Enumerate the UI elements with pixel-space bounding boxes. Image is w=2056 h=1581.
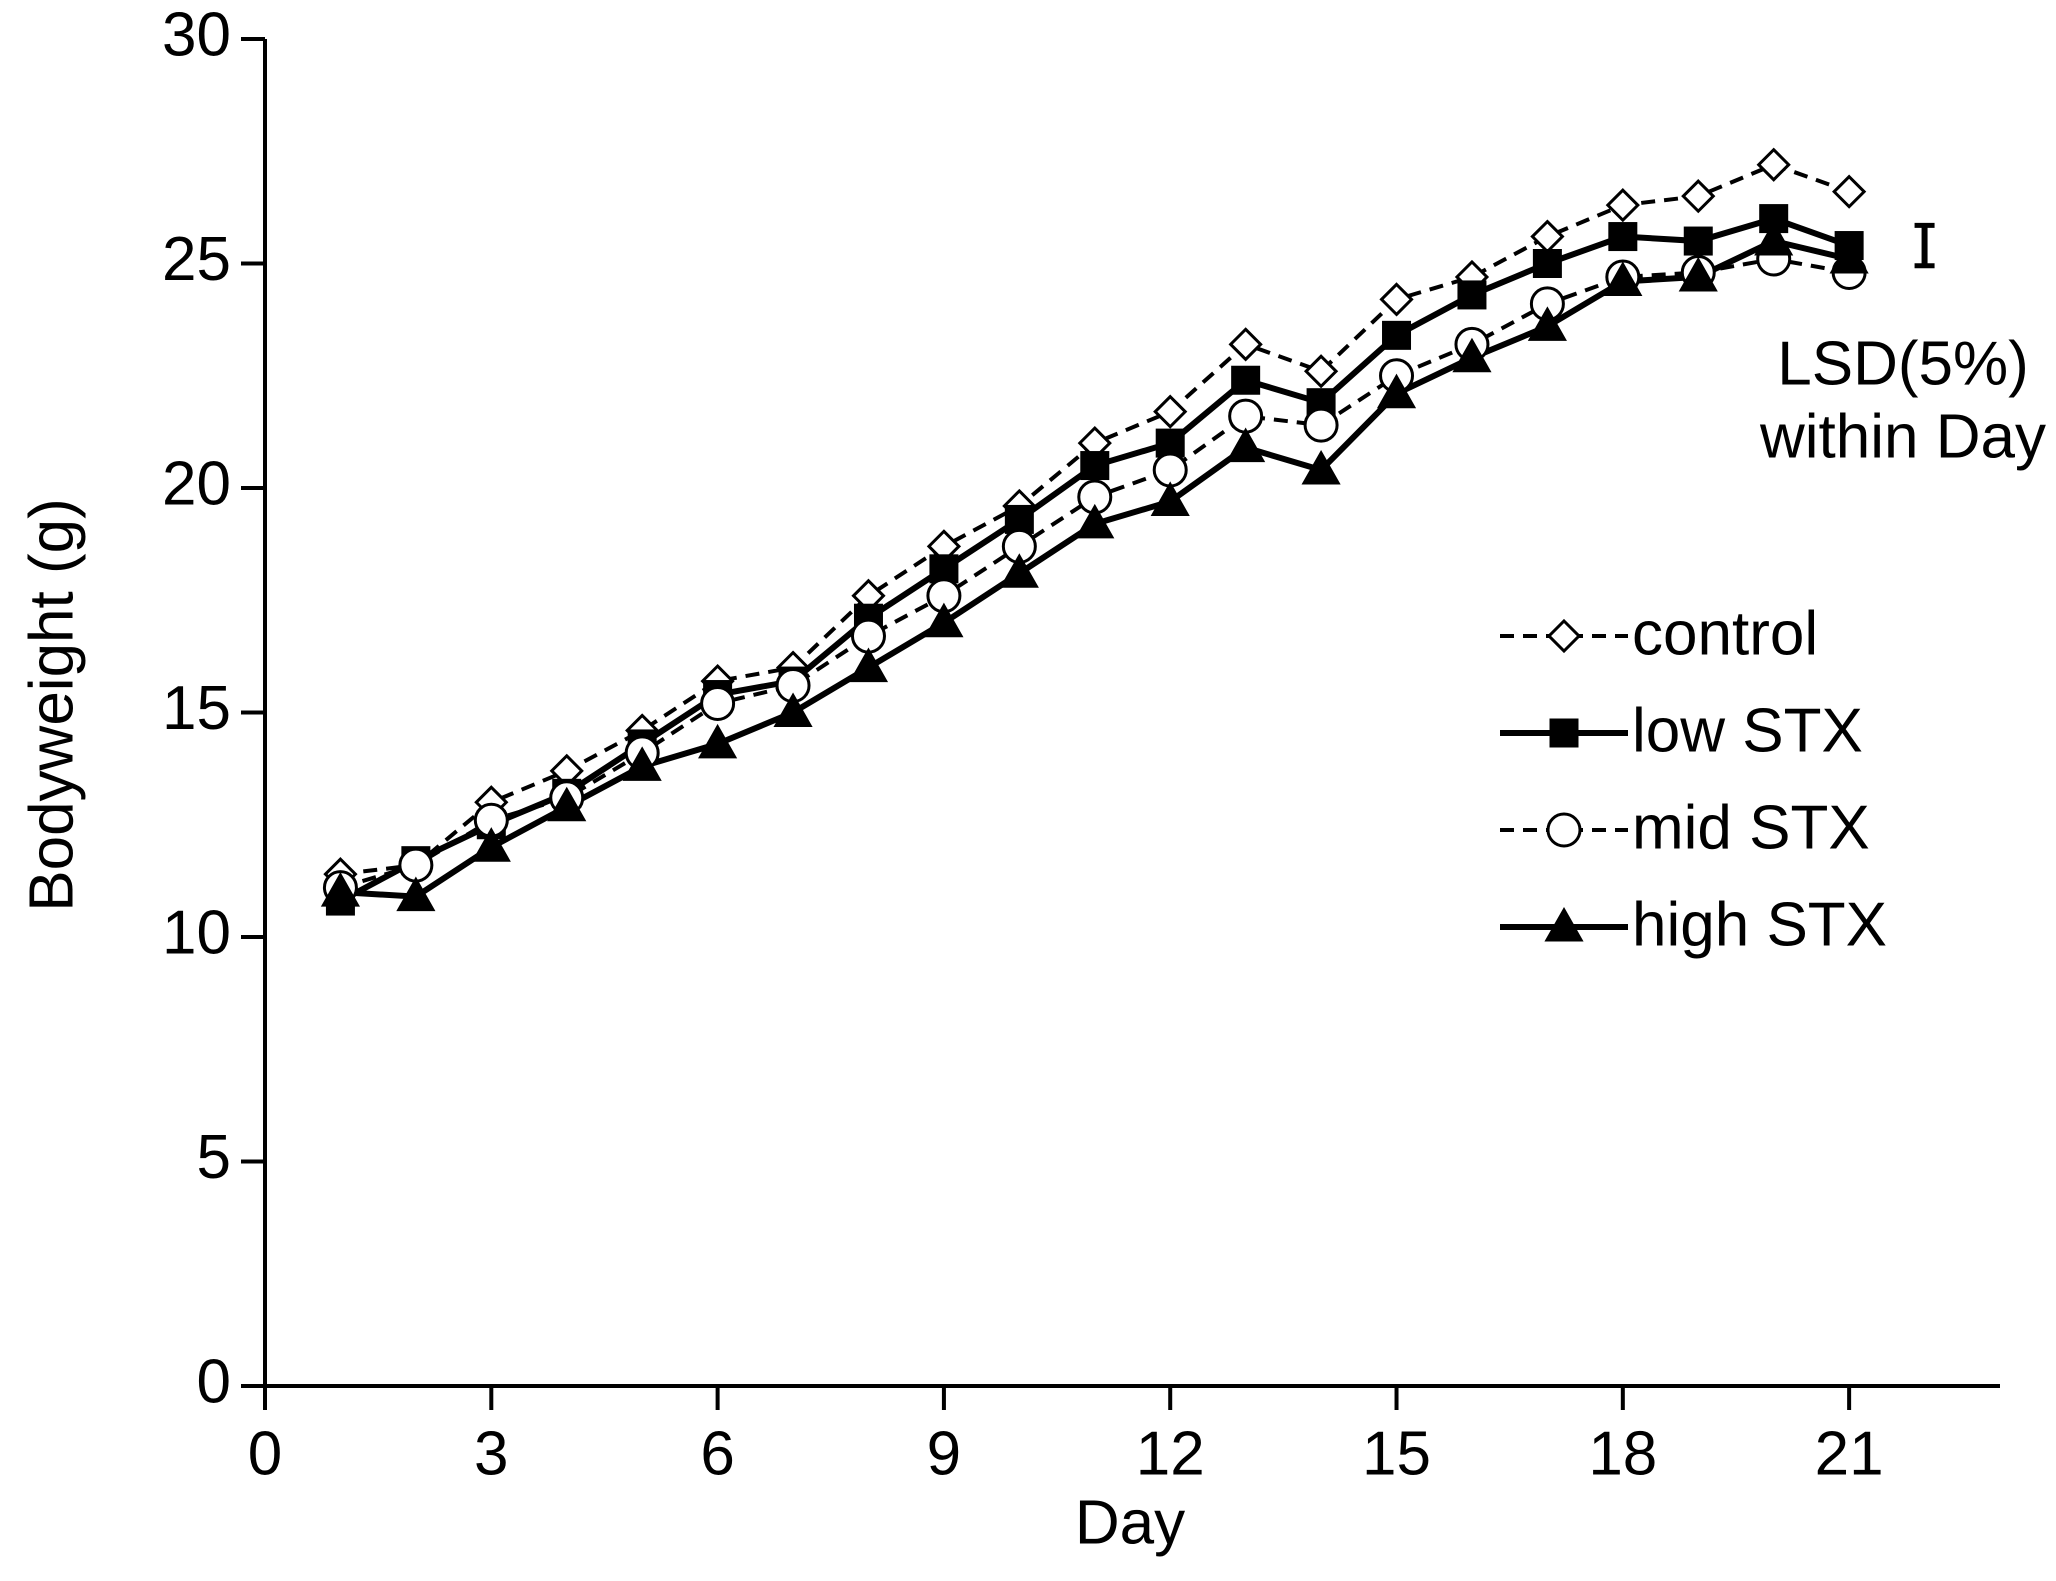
x-tick-label: 3 xyxy=(474,1419,508,1488)
marker xyxy=(1075,503,1115,539)
marker xyxy=(1004,504,1034,534)
y-tick-label: 0 xyxy=(197,1347,231,1416)
marker xyxy=(698,723,738,759)
y-axis-label: Bodyweight (g) xyxy=(17,498,86,912)
marker xyxy=(1379,282,1414,317)
y-tick-label: 20 xyxy=(162,449,231,518)
marker xyxy=(1153,394,1188,429)
y-tick-label: 30 xyxy=(162,0,231,69)
marker xyxy=(1608,222,1638,252)
x-tick-label: 9 xyxy=(927,1419,961,1488)
legend-label: mid STX xyxy=(1632,793,1870,862)
y-tick-label: 25 xyxy=(162,225,231,294)
marker xyxy=(1832,174,1867,209)
marker xyxy=(1546,812,1582,848)
marker xyxy=(1457,280,1487,310)
marker xyxy=(1527,306,1567,341)
marker xyxy=(396,876,436,912)
marker xyxy=(622,746,662,781)
marker xyxy=(1603,261,1643,296)
x-tick-label: 18 xyxy=(1588,1419,1657,1488)
x-tick-label: 15 xyxy=(1362,1419,1431,1488)
marker xyxy=(1152,452,1188,488)
marker xyxy=(1549,718,1579,748)
y-tick-label: 10 xyxy=(162,898,231,967)
marker xyxy=(1382,320,1412,350)
legend-label: high STX xyxy=(1632,890,1887,959)
marker xyxy=(1150,481,1190,516)
legend-label: control xyxy=(1632,599,1818,668)
marker xyxy=(850,618,886,654)
marker xyxy=(1303,354,1339,389)
marker xyxy=(929,554,959,584)
x-tick-label: 0 xyxy=(248,1419,282,1488)
marker xyxy=(320,872,361,907)
marker xyxy=(1605,188,1640,223)
marker xyxy=(1532,249,1562,278)
marker xyxy=(924,602,964,638)
x-tick-label: 6 xyxy=(700,1419,734,1488)
marker xyxy=(471,827,511,862)
lsd-label: within Day xyxy=(1759,402,2046,471)
marker xyxy=(1678,256,1718,292)
marker xyxy=(773,692,813,727)
marker xyxy=(547,786,587,822)
y-tick-label: 15 xyxy=(162,674,231,743)
y-tick-label: 5 xyxy=(197,1123,231,1192)
marker xyxy=(1754,221,1794,256)
x-tick-label: 12 xyxy=(1136,1419,1205,1488)
marker xyxy=(1829,238,1869,274)
marker xyxy=(1530,219,1565,254)
marker xyxy=(1080,451,1110,481)
marker xyxy=(1155,428,1185,458)
marker xyxy=(1303,407,1339,443)
marker xyxy=(1544,906,1584,942)
marker xyxy=(848,647,889,683)
marker xyxy=(1452,337,1492,373)
lsd-label: LSD(5%) xyxy=(1777,329,2029,398)
marker xyxy=(1226,427,1266,463)
marker xyxy=(1301,449,1341,485)
marker xyxy=(700,686,736,722)
marker xyxy=(1683,226,1713,256)
x-axis-label: Day xyxy=(1075,1488,1185,1557)
marker xyxy=(999,553,1039,588)
marker xyxy=(398,847,434,883)
legend-label: low STX xyxy=(1632,696,1863,765)
x-tick-label: 21 xyxy=(1815,1419,1884,1488)
marker xyxy=(1228,398,1264,434)
marker xyxy=(1231,365,1261,395)
marker xyxy=(1546,618,1582,654)
marker xyxy=(1756,147,1791,182)
marker xyxy=(1228,327,1263,362)
marker xyxy=(1376,373,1417,409)
marker xyxy=(1681,179,1716,214)
